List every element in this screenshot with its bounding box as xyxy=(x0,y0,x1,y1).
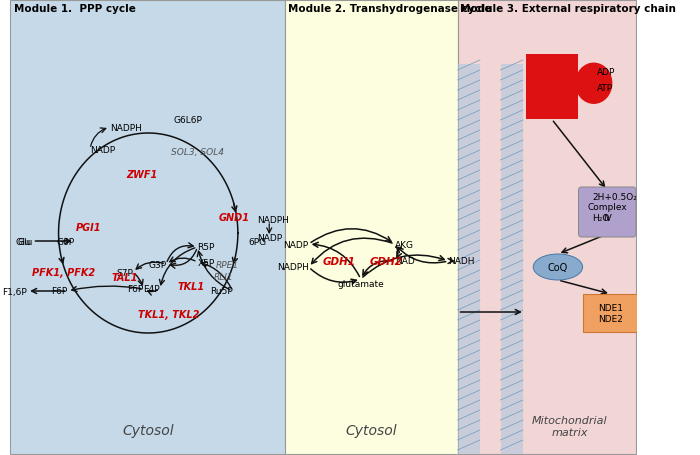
Text: TKL1, TKL2: TKL1, TKL2 xyxy=(138,309,200,319)
Text: GDH2: GDH2 xyxy=(370,257,402,267)
Text: 6PG: 6PG xyxy=(248,237,267,246)
Text: NADH: NADH xyxy=(449,257,475,266)
Text: Cytosol: Cytosol xyxy=(346,423,397,437)
Text: Mitochondrial
matrix: Mitochondrial matrix xyxy=(532,415,608,437)
Text: AKG: AKG xyxy=(395,240,414,249)
Text: PGI1: PGI1 xyxy=(76,222,101,233)
Text: TKL1: TKL1 xyxy=(178,281,205,291)
Text: CoQ: CoQ xyxy=(548,263,568,273)
Text: GDH1: GDH1 xyxy=(323,257,356,267)
Text: Glu: Glu xyxy=(18,237,33,246)
Text: S7P: S7P xyxy=(116,268,133,277)
Text: G3P: G3P xyxy=(148,260,166,269)
Text: Module 2. Transhydrogenase cycle: Module 2. Transhydrogenase cycle xyxy=(288,4,491,14)
Text: F6P: F6P xyxy=(51,287,67,296)
Text: NADP: NADP xyxy=(90,145,115,154)
Text: PFK1, PFK2: PFK1, PFK2 xyxy=(32,268,94,278)
Text: RLI1: RLI1 xyxy=(214,273,233,282)
Text: NADP: NADP xyxy=(258,233,283,242)
Text: ATP: ATP xyxy=(596,83,612,92)
Text: GND1: GND1 xyxy=(218,212,249,222)
Text: 2H+0.5O₂: 2H+0.5O₂ xyxy=(592,192,637,201)
Text: NDE1
NDE2: NDE1 NDE2 xyxy=(598,303,623,323)
Text: Glu: Glu xyxy=(15,237,31,246)
Text: Module 1.  PPP cycle: Module 1. PPP cycle xyxy=(14,4,136,14)
Text: X5P: X5P xyxy=(197,258,215,267)
Text: NADP: NADP xyxy=(284,240,309,249)
Bar xyxy=(583,294,638,332)
Text: E4P: E4P xyxy=(144,285,160,294)
Ellipse shape xyxy=(533,254,582,280)
Text: TAL1: TAL1 xyxy=(111,273,137,283)
Text: Complex
IV: Complex IV xyxy=(587,203,627,222)
Text: G6L6P: G6L6P xyxy=(174,115,202,124)
Text: F1,6P: F1,6P xyxy=(2,287,27,296)
Text: Ru5P: Ru5P xyxy=(210,287,232,296)
Text: NADPH: NADPH xyxy=(276,263,309,272)
Text: R5P: R5P xyxy=(197,243,215,252)
Bar xyxy=(500,65,523,454)
Text: F6P: F6P xyxy=(127,285,144,294)
Circle shape xyxy=(576,64,612,104)
FancyBboxPatch shape xyxy=(578,187,636,238)
Text: NADPH: NADPH xyxy=(110,123,141,132)
Text: ADP: ADP xyxy=(596,67,615,76)
Text: NADPH: NADPH xyxy=(258,215,290,224)
Text: ZWF1: ZWF1 xyxy=(126,170,157,180)
Bar xyxy=(458,65,480,454)
Text: Module 3. External respiratory chain: Module 3. External respiratory chain xyxy=(460,4,676,14)
Text: G6P: G6P xyxy=(57,237,75,246)
Text: Cytosol: Cytosol xyxy=(122,423,174,437)
Text: H₂O: H₂O xyxy=(592,213,609,222)
Bar xyxy=(526,55,578,120)
Text: NAD: NAD xyxy=(395,257,414,266)
Bar xyxy=(10,1,286,454)
Text: glutamate: glutamate xyxy=(337,279,384,288)
Text: SOL3, SOL4: SOL3, SOL4 xyxy=(171,147,224,156)
Text: RPE1: RPE1 xyxy=(216,260,239,269)
Bar xyxy=(458,1,636,454)
Bar xyxy=(286,1,458,454)
